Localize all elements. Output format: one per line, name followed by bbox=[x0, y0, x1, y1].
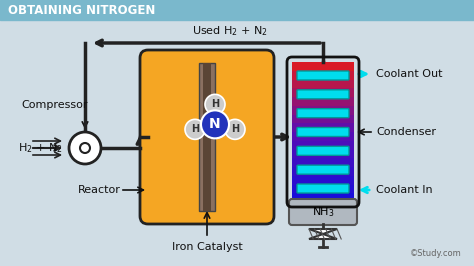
Text: Reactor: Reactor bbox=[78, 185, 121, 195]
Bar bbox=[292, 176, 354, 185]
Bar bbox=[292, 97, 354, 107]
Bar bbox=[292, 106, 354, 115]
Bar bbox=[292, 158, 354, 168]
FancyBboxPatch shape bbox=[289, 199, 357, 225]
FancyBboxPatch shape bbox=[297, 109, 349, 118]
Text: H: H bbox=[191, 124, 199, 134]
Bar bbox=[292, 62, 354, 72]
FancyBboxPatch shape bbox=[297, 71, 349, 80]
Bar bbox=[199, 63, 215, 211]
FancyBboxPatch shape bbox=[297, 127, 349, 136]
Bar bbox=[292, 132, 354, 142]
Bar bbox=[292, 193, 354, 203]
Text: Compressor: Compressor bbox=[22, 100, 88, 110]
Text: OBTAINING NITROGEN: OBTAINING NITROGEN bbox=[8, 3, 155, 16]
Bar bbox=[292, 123, 354, 133]
Bar bbox=[292, 71, 354, 81]
Bar bbox=[292, 149, 354, 159]
Circle shape bbox=[201, 110, 229, 138]
Text: Iron Catalyst: Iron Catalyst bbox=[172, 242, 242, 252]
FancyBboxPatch shape bbox=[297, 184, 349, 193]
Text: Used H$_2$ + N$_2$: Used H$_2$ + N$_2$ bbox=[192, 24, 268, 38]
Text: H$_2$ + N$_2$: H$_2$ + N$_2$ bbox=[18, 141, 63, 155]
FancyBboxPatch shape bbox=[297, 146, 349, 155]
Polygon shape bbox=[309, 229, 337, 239]
Text: Coolant Out: Coolant Out bbox=[376, 69, 443, 79]
Circle shape bbox=[225, 119, 245, 139]
Text: NH$_3$: NH$_3$ bbox=[312, 205, 334, 219]
Bar bbox=[292, 88, 354, 98]
FancyBboxPatch shape bbox=[297, 165, 349, 174]
Text: H: H bbox=[211, 99, 219, 109]
Bar bbox=[292, 167, 354, 177]
Bar bbox=[292, 114, 354, 124]
Text: Condenser: Condenser bbox=[376, 127, 436, 137]
Bar bbox=[292, 80, 354, 89]
Text: H: H bbox=[231, 124, 239, 134]
Bar bbox=[292, 141, 354, 151]
Circle shape bbox=[205, 94, 225, 114]
FancyBboxPatch shape bbox=[297, 90, 349, 99]
Circle shape bbox=[185, 119, 205, 139]
Text: ©Study.com: ©Study.com bbox=[410, 249, 462, 258]
Bar bbox=[292, 185, 354, 194]
Circle shape bbox=[69, 132, 101, 164]
FancyBboxPatch shape bbox=[140, 50, 274, 224]
Bar bbox=[0, 0, 474, 20]
Text: Coolant In: Coolant In bbox=[376, 185, 433, 195]
Bar bbox=[203, 63, 211, 211]
Text: N: N bbox=[209, 117, 221, 131]
